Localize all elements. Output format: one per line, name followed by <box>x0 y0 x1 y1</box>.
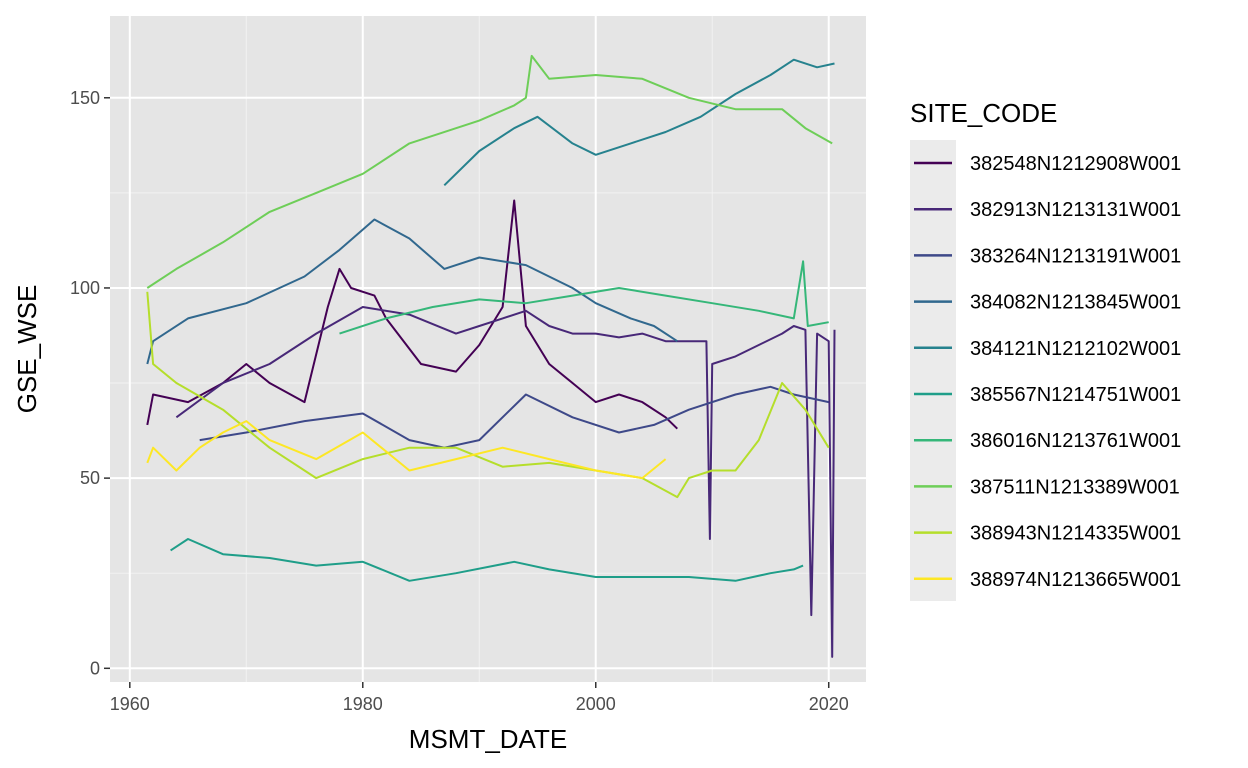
y-tick-label: 50 <box>80 468 100 488</box>
legend-label-6: 385567N1214751W001 <box>970 384 1181 406</box>
y-tick-label: 150 <box>70 88 100 108</box>
x-tick-label: 2000 <box>576 694 616 714</box>
series-line-5 <box>443 58 835 187</box>
legend-label-4: 384082N1213845W001 <box>970 292 1181 314</box>
legend-label-9: 388943N1214335W001 <box>970 523 1181 545</box>
x-tick-label: 1980 <box>343 694 383 714</box>
legend-label-2: 382913N1213131W001 <box>970 199 1181 221</box>
legend: SITE_CODE 382548N1212908W001 382913N12131… <box>910 98 1181 601</box>
series-line-8 <box>146 54 833 289</box>
minor-gridlines <box>110 16 866 682</box>
x-tick-label: 2020 <box>809 694 849 714</box>
legend-label-10: 388974N1213665W001 <box>970 569 1181 591</box>
x-axis-title: MSMT_DATE <box>409 724 567 754</box>
series-line-9 <box>146 291 830 499</box>
series-line-4 <box>146 218 678 365</box>
series-line-2 <box>175 306 836 658</box>
legend-key-background <box>910 140 956 601</box>
legend-label-5: 384121N1212102W001 <box>970 338 1181 360</box>
y-tick-label: 100 <box>70 278 100 298</box>
series-line-3 <box>199 385 829 449</box>
x-axis: 1960 1980 2000 2020 <box>110 682 849 714</box>
series-line-7 <box>339 260 829 335</box>
y-tick-label: 0 <box>90 658 100 678</box>
x-tick-label: 1960 <box>110 694 150 714</box>
y-axis-title: GSE_WSE <box>12 285 42 414</box>
legend-label-7: 386016N1213761W001 <box>970 430 1181 452</box>
y-axis: 0 50 100 150 <box>70 88 110 678</box>
series-line-6 <box>170 538 804 582</box>
series-line-10 <box>146 420 667 480</box>
legend-items: 382548N1212908W001 382913N1213131W001 3832… <box>914 153 1181 591</box>
panel-background <box>110 16 866 682</box>
series-lines <box>146 54 836 658</box>
legend-title: SITE_CODE <box>910 98 1057 128</box>
series-line-1 <box>146 199 678 430</box>
legend-label-8: 387511N1213389W001 <box>970 476 1180 498</box>
legend-label-3: 383264N1213191W001 <box>970 245 1181 267</box>
legend-label-1: 382548N1212908W001 <box>970 153 1181 175</box>
